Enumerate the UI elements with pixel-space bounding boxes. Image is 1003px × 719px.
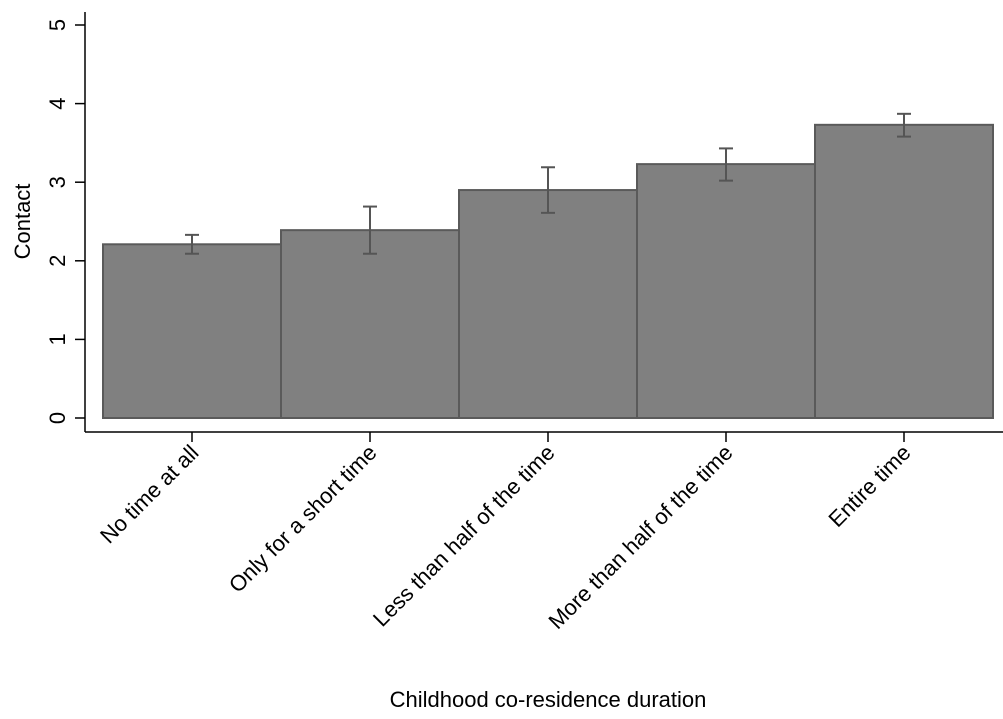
y-tick-label: 4 [45, 97, 70, 109]
y-tick-label: 1 [45, 333, 70, 345]
y-tick-label: 0 [45, 412, 70, 424]
x-tick-label: Entire time [824, 440, 916, 532]
error-bar-1 [185, 233, 199, 255]
error-bar-5 [897, 112, 911, 138]
x-axis-ticks: No time at all Only for a short timeLess … [95, 432, 916, 634]
x-axis-title: Childhood co-residence duration [390, 687, 707, 712]
x-tick-label: Only for a short time [224, 440, 382, 598]
error-bar-4 [719, 147, 733, 182]
bar-4 [636, 163, 816, 419]
y-tick-label: 3 [45, 176, 70, 188]
bar-3 [458, 189, 638, 419]
y-axis-ticks: 0 1 2 3 4 5 [45, 19, 85, 424]
error-bar-3 [541, 166, 555, 214]
error-bars-group [185, 112, 911, 255]
bar-2 [280, 229, 460, 419]
y-tick-label: 5 [45, 19, 70, 31]
bar-1 [102, 243, 282, 419]
y-axis-title: Contact [10, 184, 35, 260]
error-bar-2 [363, 205, 377, 255]
bar-5 [814, 123, 994, 420]
x-tick-label: More than half of the time [543, 440, 737, 634]
x-tick-label: Less than half of the time [368, 440, 560, 632]
y-tick-label: 2 [45, 255, 70, 267]
x-tick-label: No time at all [95, 440, 203, 548]
